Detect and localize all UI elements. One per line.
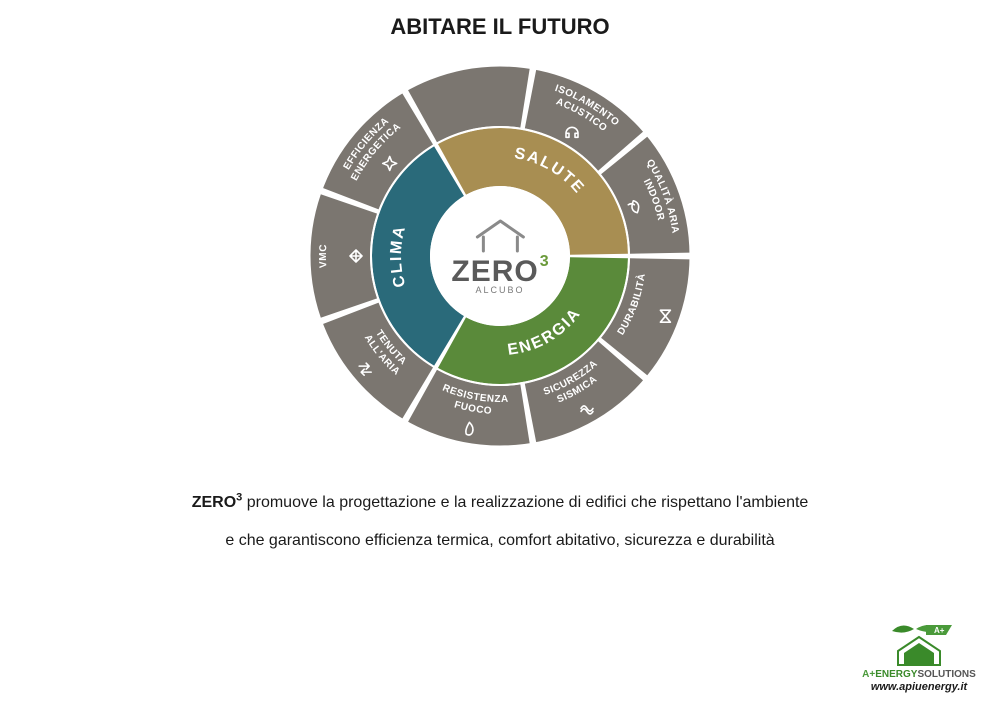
outer-label-0-a: VMC	[318, 244, 329, 269]
description-brand: ZERO	[192, 494, 236, 511]
footer-logo: A+ A+ENERGYSOLUTIONS www.apiuenergy.it	[854, 621, 984, 693]
description-block: ZERO3 promuove la progettazione e la rea…	[0, 484, 1000, 561]
footer-brand-a: A+	[862, 669, 875, 680]
footer-brand-energy: ENERGY	[875, 669, 917, 680]
footer-brand-solutions: SOLUTIONS	[917, 669, 975, 680]
svg-text:A+: A+	[934, 626, 945, 635]
page-title: ABITARE IL FUTURO	[0, 0, 1000, 40]
footer-brand-line: A+ENERGYSOLUTIONS	[854, 669, 984, 680]
wheel-diagram: CLIMASALUTEENERGIAVMCEFFICIENZAENERGETIC…	[290, 46, 710, 466]
center-logo-exponent: 3	[540, 253, 549, 271]
center-logo: ZERO 3 ALCUBO	[451, 217, 548, 295]
footer-logo-icon: A+	[884, 621, 954, 667]
description-line-1: ZERO3 promuove la progettazione e la rea…	[0, 484, 1000, 522]
footer-url: www.apiuenergy.it	[854, 681, 984, 693]
center-logo-word: ZERO	[451, 255, 538, 289]
house-icon	[473, 217, 527, 253]
description-line-2: e che garantiscono efficienza termica, c…	[0, 522, 1000, 560]
description-line-1-rest: promuove la progettazione e la realizzaz…	[242, 494, 808, 511]
